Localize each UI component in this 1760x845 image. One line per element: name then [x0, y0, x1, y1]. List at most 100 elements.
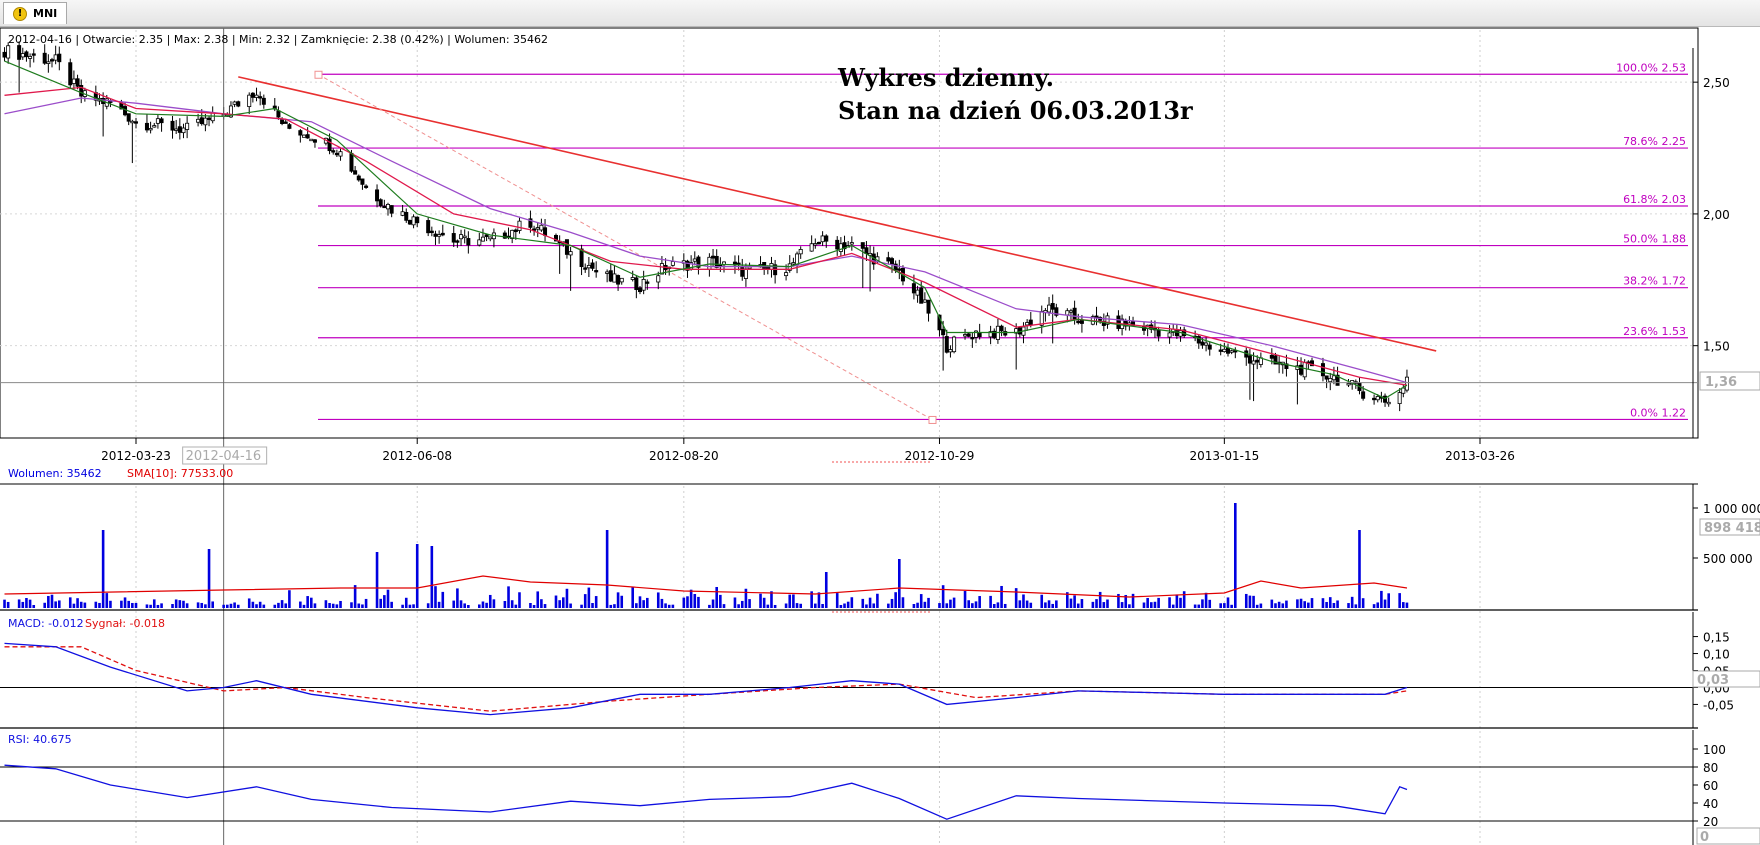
volume-bar: [437, 601, 441, 608]
volume-bar: [846, 601, 850, 608]
candle-body: [1065, 310, 1070, 316]
volume-legend: Wolumen: 35462: [8, 467, 102, 480]
candle-body: [144, 122, 149, 131]
tab-mni[interactable]: ! MNI: [3, 2, 67, 24]
volume-bar: [383, 595, 386, 608]
candle-body: [1310, 360, 1315, 367]
candle-body: [232, 101, 237, 105]
volume-bar: [967, 600, 970, 608]
volume-bar: [1073, 595, 1076, 608]
macd-tick-label: 0,15: [1703, 631, 1730, 645]
volume-bar: [1146, 597, 1149, 608]
candle-body: [586, 265, 591, 269]
volume-bar: [1193, 604, 1197, 608]
volume-bar: [890, 598, 894, 608]
volume-bar: [748, 599, 751, 608]
candle-body: [353, 170, 358, 175]
volume-bar: [996, 602, 1000, 608]
candle-body: [1375, 396, 1380, 401]
candle-body: [926, 299, 931, 314]
volume-bar: [182, 600, 185, 608]
candle-body: [451, 233, 456, 243]
candle-body: [849, 242, 854, 245]
rsi-last-label: 0: [1700, 830, 1709, 845]
volume-bar: [32, 604, 36, 608]
candle-body: [360, 178, 365, 185]
volume-bar: [1069, 598, 1073, 608]
volume-bar: [536, 591, 540, 608]
last-price-label: 1,36: [1705, 375, 1737, 390]
volume-bar: [569, 603, 572, 608]
volume-bar: [1179, 597, 1182, 608]
signal-legend: Sygnał: -0.018: [85, 617, 165, 630]
candle-body: [824, 235, 829, 242]
volume-bar: [1336, 600, 1339, 608]
candle-body: [1072, 307, 1077, 320]
volume-bar: [1124, 594, 1128, 608]
candle-body: [535, 227, 540, 230]
volume-bar: [1120, 602, 1124, 608]
candle-body: [583, 267, 588, 270]
volume-bar: [134, 602, 138, 608]
volume-bar: [642, 600, 645, 608]
volume-bar: [313, 603, 317, 608]
volume-bar: [945, 603, 949, 608]
rsi-last-box: [1696, 827, 1760, 845]
candle-body: [747, 266, 752, 269]
candle-body: [638, 287, 643, 293]
volume-bar: [744, 588, 748, 608]
volume-bar: [1325, 601, 1328, 608]
candle-body: [170, 120, 175, 131]
volume-bar: [156, 604, 160, 608]
candle-body: [1251, 360, 1256, 365]
candle-body: [247, 94, 252, 108]
volume-bar: [1387, 593, 1390, 608]
candle-body: [404, 212, 409, 221]
volume-bar: [708, 604, 711, 608]
volume-bar: [236, 604, 240, 608]
candle-body: [258, 96, 263, 99]
candle-body: [152, 125, 157, 128]
volume-bar: [3, 599, 6, 608]
volume-bar: [941, 585, 945, 608]
volume-bar: [792, 594, 795, 608]
fibonacci-anchor-start[interactable]: [314, 70, 323, 79]
candle-body: [539, 224, 544, 231]
volume-bar: [824, 572, 828, 608]
volume-bar: [770, 591, 773, 608]
candle-body: [798, 249, 803, 255]
volume-bar: [656, 592, 660, 608]
volume-sma-line: [4, 575, 1408, 598]
crosshair-date-box: [182, 446, 268, 465]
candle-body: [1167, 332, 1172, 338]
fibonacci-levels: 100.0% 2.53 78.6% 2.25 61.8% 2.03 50.0% 1.8…: [318, 61, 1688, 421]
volume-bar: [1095, 599, 1098, 608]
volume-bar: [554, 595, 558, 608]
volume-bar: [784, 603, 788, 608]
volume-bar: [1244, 593, 1248, 608]
chart-title: Wykres dzienny.: [837, 63, 1054, 92]
volume-bar: [1347, 603, 1350, 608]
date-axis: 2012-03-23 2012-06-08 2012-08-20 2012-10-29…: [0, 437, 1698, 463]
candle-body: [6, 45, 11, 59]
volume-bar: [711, 599, 715, 608]
macd-tick-label: 0,10: [1703, 648, 1730, 662]
candle-body: [31, 53, 36, 56]
candle-body: [331, 150, 336, 153]
volume-bar: [1285, 600, 1288, 608]
volume-bar: [456, 588, 459, 608]
candle-body: [1105, 315, 1110, 325]
candle-body: [743, 268, 748, 279]
candle-body: [1299, 364, 1304, 375]
candle-body: [948, 349, 953, 353]
candle-body: [835, 239, 840, 250]
volume-bar: [68, 597, 72, 608]
fibonacci-label: 50.0% 1.88: [1623, 233, 1686, 246]
volume-bar: [131, 602, 134, 608]
rsi-tick-label: 100: [1703, 743, 1726, 757]
candle-body: [630, 277, 635, 280]
fibonacci-anchor-end[interactable]: [928, 415, 937, 424]
volume-bar: [1131, 593, 1135, 608]
trend-line: [238, 76, 1437, 352]
candle-body: [236, 101, 241, 107]
